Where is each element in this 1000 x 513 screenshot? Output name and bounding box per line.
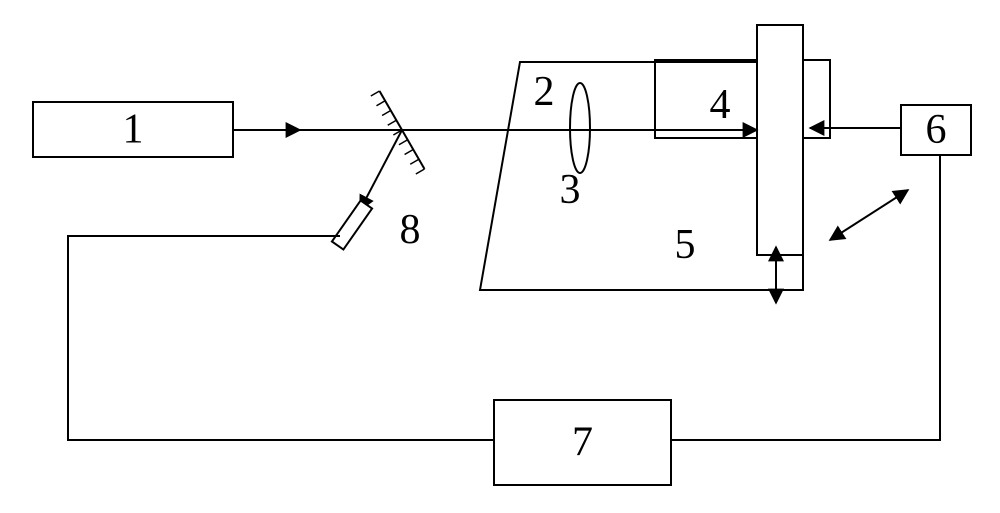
label-3: 3	[560, 167, 581, 213]
arrow-stage-diagonal	[830, 190, 908, 240]
wire-6-to-7	[671, 155, 940, 440]
beam-reflected	[360, 130, 402, 210]
beam-splitter-tick	[371, 91, 380, 96]
sample-plate	[757, 25, 803, 255]
label-1: 1	[123, 107, 144, 153]
detector-8	[332, 201, 372, 250]
label-5: 5	[675, 222, 696, 268]
wire-8-to-7	[68, 236, 494, 440]
label-4: 4	[710, 82, 731, 128]
beam-splitter-tick	[382, 111, 391, 116]
label-8: 8	[400, 207, 421, 253]
beam-splitter-tick	[405, 149, 414, 154]
diagram-canvas: 1 4 6 7 8 2 3 5	[0, 0, 1000, 513]
beam-splitter-tick	[399, 140, 408, 145]
beam-splitter-tick	[416, 169, 425, 174]
xy-stage-outline	[480, 62, 803, 290]
lens-icon	[570, 83, 590, 173]
beam-splitter-tick	[376, 101, 385, 106]
label-6: 6	[926, 107, 947, 153]
beam-splitter-tick	[388, 120, 397, 125]
beam-splitter-tick	[410, 159, 419, 164]
label-7: 7	[572, 420, 593, 466]
label-2: 2	[534, 69, 555, 115]
